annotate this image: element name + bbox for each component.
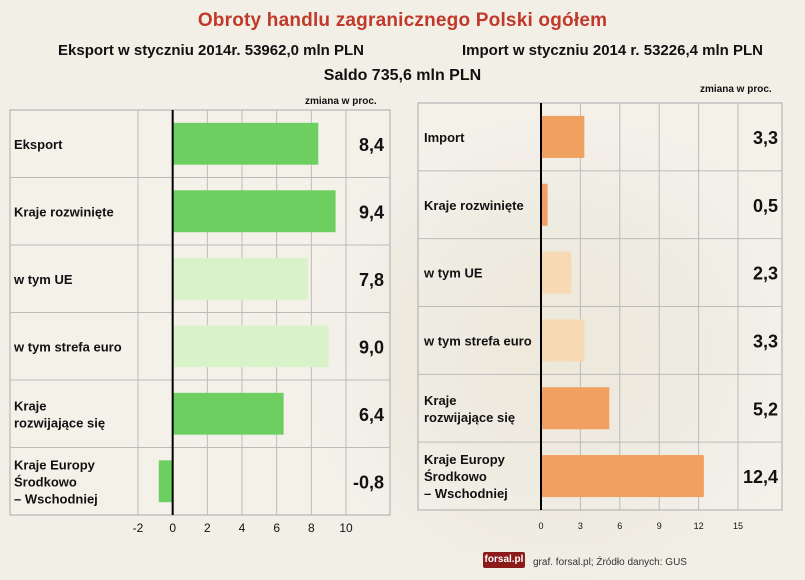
saldo-label: Saldo 735,6 mln PLN <box>323 67 482 84</box>
export-xtick-label: 8 <box>308 521 315 535</box>
export-xtick-label: 10 <box>339 521 353 535</box>
import-xtick-label: 3 <box>578 521 583 531</box>
export-value-label: 9,0 <box>359 337 384 357</box>
export-category-label: Kraje Europy Środkowo – Wschodniej <box>14 457 98 506</box>
import-category-label: Import <box>424 130 465 145</box>
import-value-label: 0,5 <box>753 196 778 216</box>
unit-label-left: zmiana w proc. <box>305 96 377 107</box>
import-xtick-label: 9 <box>657 521 662 531</box>
export-category-label: Kraje rozwinięte <box>14 204 114 219</box>
export-category-label: Eksport <box>14 137 63 152</box>
import-xtick-label: 6 <box>617 521 622 531</box>
export-category-label: w tym UE <box>13 272 73 287</box>
export-bar <box>172 190 336 233</box>
import-summary: Import w styczniu 2014 r. 53226,4 mln PL… <box>462 42 763 59</box>
export-bar <box>172 122 319 165</box>
export-value-label: 7,8 <box>359 270 384 290</box>
import-category-label: w tym UE <box>423 266 483 281</box>
export-bar <box>172 392 284 435</box>
export-xtick-label: 6 <box>273 521 280 535</box>
source-credit: graf. forsal.pl; Źródło danych: GUS <box>533 557 687 568</box>
import-bar <box>541 115 585 158</box>
unit-label-right: zmiana w proc. <box>700 84 772 95</box>
import-value-label: 2,3 <box>753 264 778 284</box>
forsal-logo: forsal.pl <box>483 552 525 568</box>
export-xtick-label: 4 <box>239 521 246 535</box>
export-value-label: -0,8 <box>353 472 384 492</box>
export-value-label: 9,4 <box>359 202 384 222</box>
import-bar <box>541 319 585 362</box>
import-xtick-label: 12 <box>694 521 704 531</box>
import-xtick-label: 15 <box>733 521 743 531</box>
export-value-label: 8,4 <box>359 135 384 155</box>
import-category-label: w tym strefa euro <box>423 333 532 348</box>
export-summary: Eksport w styczniu 2014r. 53962,0 mln PL… <box>58 42 364 59</box>
import-bar <box>541 387 610 430</box>
export-xtick-label: 0 <box>169 521 176 535</box>
import-value-label: 3,3 <box>753 331 778 351</box>
import-value-label: 12,4 <box>743 467 778 487</box>
export-bar <box>158 460 173 503</box>
import-value-label: 3,3 <box>753 128 778 148</box>
export-value-label: 6,4 <box>359 405 384 425</box>
import-category-label: Kraje Europy Środkowo – Wschodniej <box>424 452 508 501</box>
import-category-label: Kraje rozwinięte <box>424 198 524 213</box>
page-title: Obroty handlu zagranicznego Polski ogółe… <box>197 10 608 31</box>
import-bar <box>541 183 548 226</box>
export-category-label: Kraje rozwijające się <box>14 398 105 430</box>
import-bar <box>541 455 704 498</box>
import-value-label: 5,2 <box>753 399 778 419</box>
import-bar <box>541 251 572 294</box>
export-xtick-label: -2 <box>133 521 144 535</box>
import-category-label: Kraje rozwijające się <box>424 393 515 425</box>
export-bar <box>172 325 329 368</box>
export-category-label: w tym strefa euro <box>13 339 122 354</box>
export-xtick-label: 2 <box>204 521 211 535</box>
import-xtick-label: 0 <box>538 521 543 531</box>
export-bar <box>172 257 308 300</box>
